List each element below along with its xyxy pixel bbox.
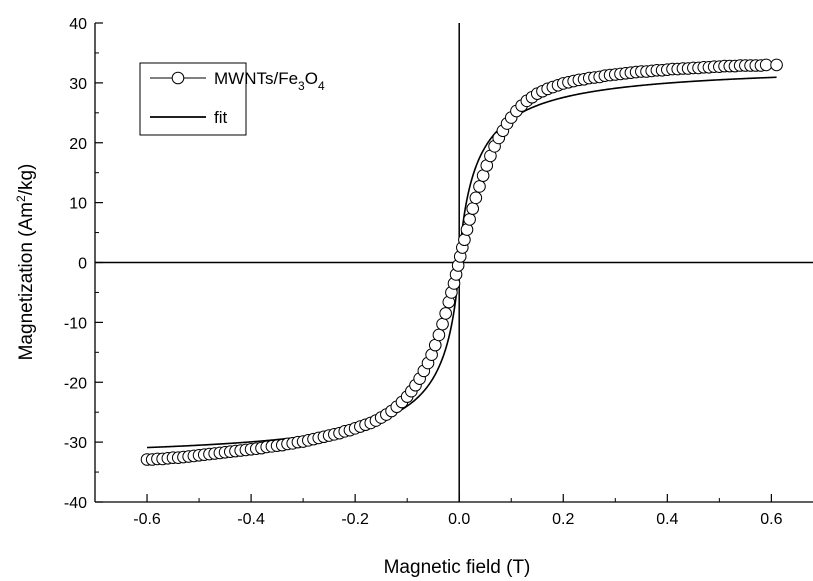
x-tick-label: -0.2: [341, 511, 369, 528]
x-tick-label: -0.6: [133, 511, 161, 528]
data-point: [469, 191, 483, 205]
data-point: [439, 307, 452, 320]
x-axis-ticks: -0.6 -0.4 -0.2 0.0 0.2 0.4 0.6: [94, 494, 783, 528]
legend-marker-circle: [171, 71, 185, 85]
data-point: [432, 328, 446, 342]
x-tick-label: 0.4: [656, 511, 678, 528]
y-axis-title-main: Magnetization (Am: [16, 202, 37, 360]
y-tick-label: 30: [69, 76, 87, 93]
legend-text-part: 3: [298, 79, 305, 93]
legend: MWNTs/Fe3O4 fit: [139, 62, 325, 136]
legend-entry-1: fit: [214, 108, 228, 127]
y-tick-label: 10: [69, 196, 87, 213]
x-tick-label: -0.4: [237, 511, 265, 528]
legend-text-part: MWNTs/Fe: [214, 69, 298, 88]
y-tick-label: 20: [69, 136, 87, 153]
x-tick-label: 0.6: [760, 511, 782, 528]
data-points: [140, 58, 783, 466]
x-tick-label: 0.2: [552, 511, 574, 528]
data-point: [759, 58, 773, 72]
y-axis-title: Magnetization (Am2/kg): [14, 164, 37, 361]
data-point: [473, 180, 486, 193]
x-axis-title: Magnetic field (T): [384, 557, 531, 578]
legend-text-part: 4: [318, 79, 325, 93]
x-tick-label: 0.0: [448, 511, 470, 528]
y-axis-ticks: -40 -30 -20 -10 0 10 20 30 40: [64, 16, 103, 512]
data-point: [436, 317, 449, 331]
y-tick-label: 40: [69, 16, 87, 33]
y-tick-label: -40: [64, 495, 87, 512]
legend-box: [139, 62, 247, 136]
y-tick-label: -30: [64, 435, 87, 452]
legend-text-part: fit: [214, 108, 228, 127]
y-axis-title-sup: 2: [14, 195, 28, 202]
y-tick-label: -20: [64, 375, 87, 392]
data-point: [466, 202, 480, 215]
y-tick-label: 0: [78, 256, 87, 273]
legend-text-part: O: [305, 69, 318, 88]
y-tick-label: -10: [64, 315, 87, 332]
legend-entry-0: MWNTs/Fe3O4: [214, 69, 325, 93]
y-axis-title-rest: /kg): [16, 164, 37, 196]
data-point: [770, 58, 783, 72]
data-point: [463, 213, 476, 226]
